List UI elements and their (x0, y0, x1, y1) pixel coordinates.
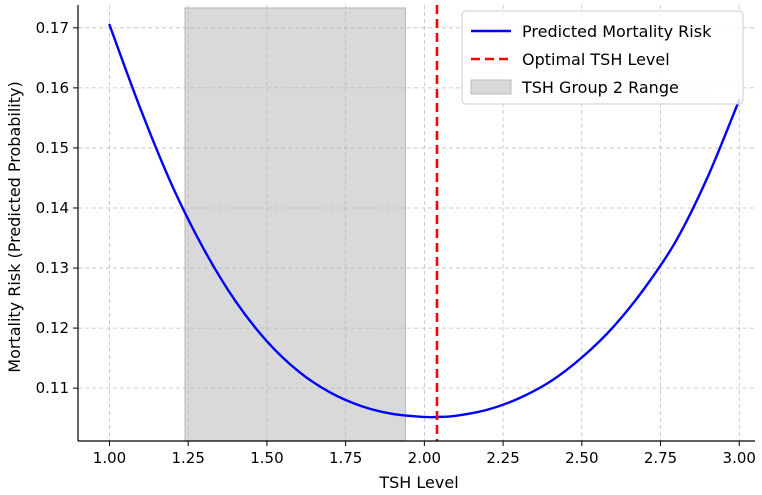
y-axis-label: Mortality Risk (Predicted Probability) (5, 81, 24, 372)
x-tick-label: 2.50 (565, 449, 598, 467)
legend-box (461, 10, 744, 105)
y-tick-label: 0.14 (36, 199, 69, 217)
y-tick-label: 0.12 (36, 319, 69, 337)
series-layer (108, 5, 741, 441)
legend-label: Predicted Mortality Risk (522, 22, 712, 41)
x-tick-label: 1.25 (172, 449, 205, 467)
predicted-mortality-risk-line (108, 23, 741, 419)
legend-key-patch (470, 79, 512, 95)
legend-label: TSH Group 2 Range (521, 78, 679, 97)
y-tick-label: 0.17 (36, 19, 69, 37)
x-tick-label: 1.50 (250, 449, 283, 467)
x-tick-label: 1.00 (93, 449, 126, 467)
y-tick-label: 0.13 (36, 259, 69, 277)
x-tick-label: 3.00 (723, 449, 756, 467)
axes-layer (77, 5, 755, 442)
y-tick-label: 0.11 (36, 379, 69, 397)
span-layer (184, 7, 407, 442)
x-tick-label: 2.25 (486, 449, 519, 467)
x-tick-label: 1.75 (329, 449, 362, 467)
legend: Predicted Mortality Risk Optimal TSH Leve… (461, 10, 744, 105)
x-tick-label: 2.00 (408, 449, 441, 467)
ticks-layer: 1.00 1.25 1.50 1.75 2.00 2.25 2.50 2.75 3.00 0.11… (36, 19, 756, 467)
x-tick-label: 2.75 (644, 449, 677, 467)
tsh-group-2-range-span (184, 7, 407, 442)
legend-label: Optimal TSH Level (522, 50, 670, 69)
x-axis-label: TSH Level (378, 473, 458, 492)
y-tick-label: 0.15 (36, 139, 69, 157)
y-tick-label: 0.16 (36, 79, 69, 97)
